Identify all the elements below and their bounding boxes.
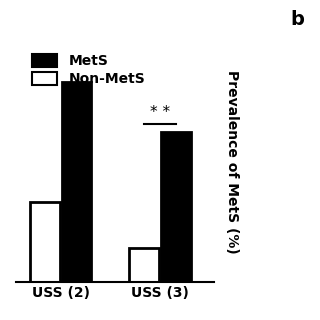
Text: b: b (291, 10, 305, 28)
Text: Prevalence of MetS (%): Prevalence of MetS (%) (225, 70, 239, 253)
Bar (30, 202, 60, 282)
Bar (129, 248, 159, 282)
Legend: MetS, Non-MetS: MetS, Non-MetS (27, 49, 151, 92)
Bar (161, 132, 191, 282)
Text: * *: * * (150, 105, 170, 120)
Bar (62, 82, 92, 282)
